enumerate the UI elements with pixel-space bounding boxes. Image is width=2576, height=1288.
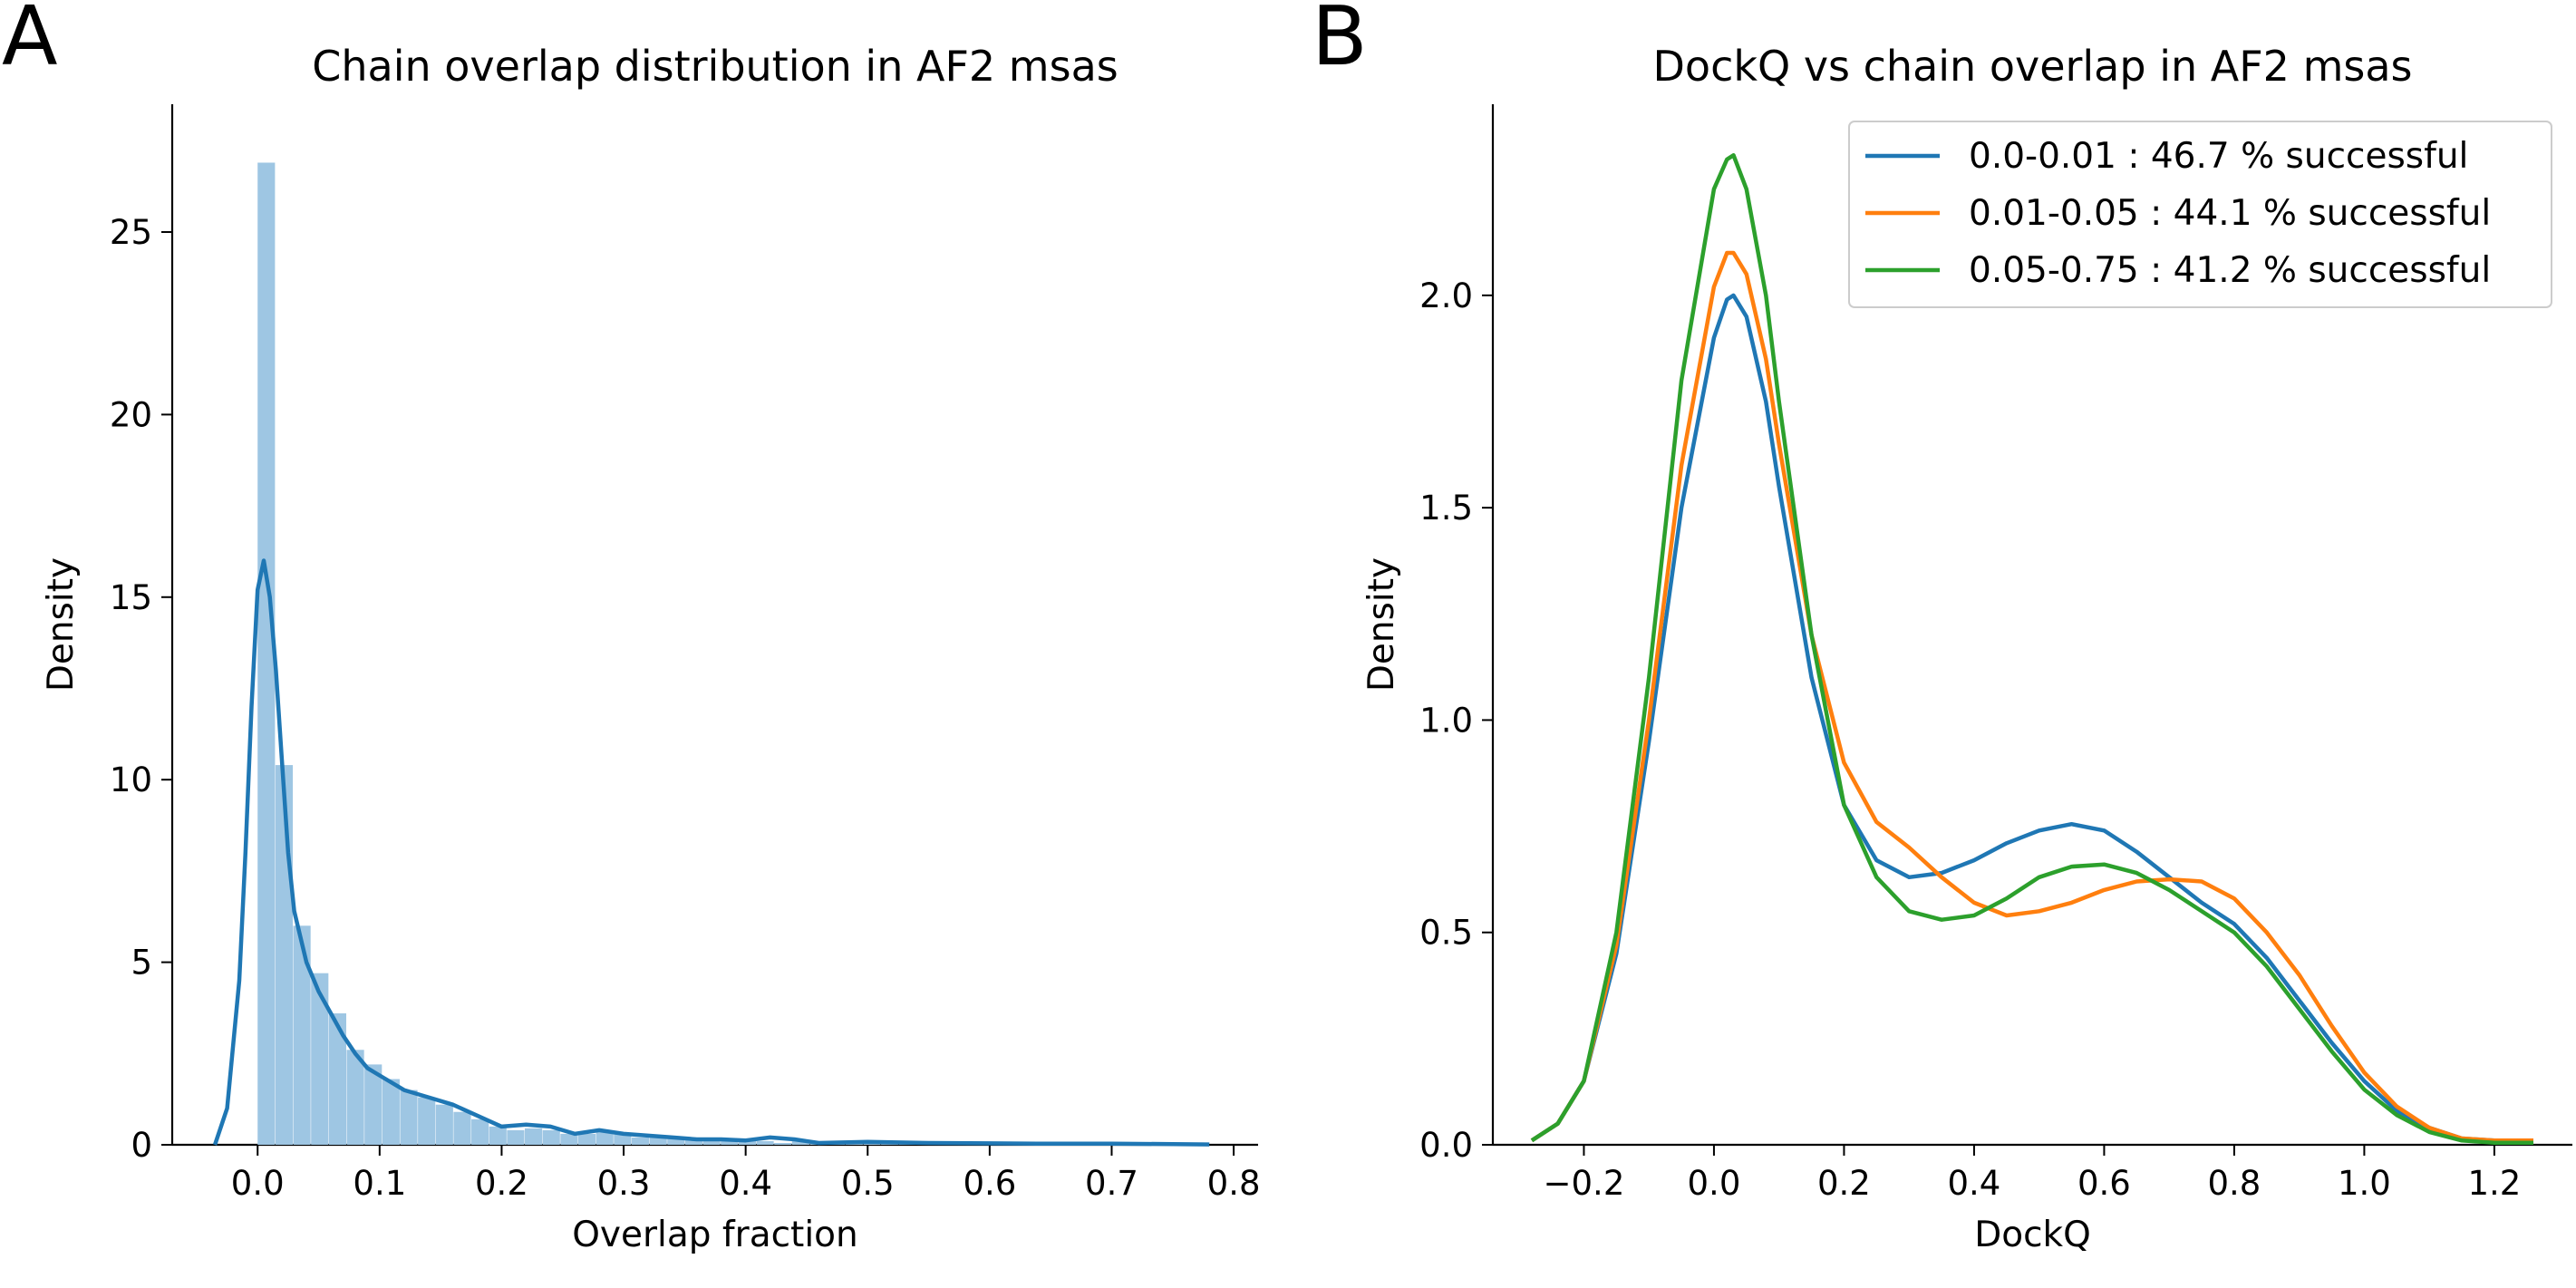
- x-tick-label: 0.1: [353, 1164, 406, 1203]
- y-tick-label: 0.5: [1419, 914, 1473, 953]
- histogram-bar: [667, 1137, 685, 1145]
- series-line-2: [1530, 250, 2533, 1143]
- panel-letter-a: A: [2, 0, 58, 84]
- histogram-bar: [489, 1126, 507, 1145]
- histogram-bar: [774, 1142, 792, 1145]
- histogram-bar: [649, 1135, 667, 1145]
- y-tick-label: 1.5: [1419, 489, 1473, 528]
- histogram-bar: [471, 1119, 489, 1145]
- legend-frame: [1848, 121, 2552, 308]
- histogram-bar: [791, 1140, 809, 1145]
- histogram-bar: [721, 1140, 739, 1145]
- x-axis-label: DockQ: [1974, 1215, 2091, 1255]
- histogram-bar: [560, 1133, 578, 1145]
- histogram-bar: [364, 1064, 383, 1145]
- legend-label-2: 0.01-0.05 : 44.1 % successful: [1969, 193, 2491, 234]
- x-tick-label: 0.7: [1085, 1164, 1138, 1203]
- histogram-bar: [614, 1133, 632, 1145]
- histogram-bar: [293, 925, 311, 1145]
- panel-letter-b: B: [1312, 0, 1368, 84]
- histogram-bar: [453, 1111, 471, 1145]
- x-tick-label: 1.0: [2338, 1164, 2391, 1203]
- histogram-bars: [257, 162, 1202, 1146]
- series-line-3: [1530, 152, 2533, 1145]
- histogram-bar: [756, 1140, 774, 1145]
- y-tick-label: 15: [110, 578, 152, 617]
- legend-label-1: 0.0-0.01 : 46.7 % successful: [1969, 136, 2468, 177]
- chart-title: Chain overlap distribution in AF2 msas: [312, 42, 1118, 91]
- histogram-bar: [346, 1050, 364, 1145]
- series-line-1: [1530, 293, 2533, 1143]
- x-tick-label: 0.2: [475, 1164, 528, 1203]
- histogram-bar: [702, 1138, 721, 1145]
- x-tick-label: 0.5: [841, 1164, 895, 1203]
- y-tick-label: 10: [110, 760, 152, 799]
- y-tick-label: 0: [131, 1126, 152, 1165]
- chart-dockq-vs-overlap: −0.2 0.0 0.2 0.4 0.6 0.8 1.0 1.2 0.0 0.5 1.0 1.5 2.0…: [1361, 42, 2572, 1255]
- histogram-bar: [382, 1079, 400, 1145]
- y-tick-label: 0.0: [1419, 1126, 1473, 1165]
- x-tick-label: 1.2: [2467, 1164, 2521, 1203]
- histogram-bar: [684, 1138, 703, 1145]
- x-tick-label: 0.6: [963, 1164, 1016, 1203]
- x-tick-label: 0.0: [231, 1164, 285, 1203]
- y-tick-label: 1.0: [1419, 701, 1473, 740]
- histogram-bar: [596, 1131, 614, 1145]
- chart-overlap-distribution: 0.0 0.1 0.2 0.3 0.4 0.5 0.6 0.7 0.8 0 5 10 15 20 25 Cha…: [41, 42, 1261, 1255]
- y-tick-label: 5: [131, 944, 152, 983]
- histogram-bar: [328, 1012, 346, 1145]
- x-tick-label: 0.4: [719, 1164, 772, 1203]
- y-tick-label: 20: [110, 395, 152, 434]
- chart-title: DockQ vs chain overlap in AF2 msas: [1653, 42, 2413, 91]
- histogram-bar: [257, 162, 276, 1146]
- histogram-bar: [631, 1137, 650, 1145]
- legend-label-3: 0.05-0.75 : 41.2 % successful: [1969, 250, 2491, 291]
- histogram-bar: [400, 1089, 418, 1145]
- y-axis-label: Density: [1361, 557, 1402, 692]
- histogram-bar: [507, 1129, 525, 1145]
- y-tick-label: 2.0: [1419, 276, 1473, 315]
- x-tick-label: −0.2: [1544, 1164, 1625, 1203]
- x-tick-label: 0.4: [1948, 1164, 2001, 1203]
- x-axis-label: Overlap fraction: [572, 1215, 858, 1255]
- x-tick-label: 0.8: [2207, 1164, 2261, 1203]
- x-tick-label: 0.2: [1817, 1164, 1871, 1203]
- legend: 0.0-0.01 : 46.7 % successful 0.01-0.05 : …: [1848, 121, 2552, 308]
- histogram-bar: [418, 1097, 436, 1145]
- histogram-bar: [542, 1129, 560, 1145]
- histogram-bar: [435, 1104, 453, 1145]
- x-tick-label: 0.0: [1688, 1164, 1741, 1203]
- kde-line: [212, 558, 1210, 1147]
- histogram-bar: [577, 1133, 596, 1145]
- x-tick-label: 0.6: [2077, 1164, 2131, 1203]
- y-tick-label: 25: [110, 213, 152, 252]
- histogram-bar: [311, 973, 329, 1145]
- x-tick-label: 0.8: [1207, 1164, 1261, 1203]
- y-axis-label: Density: [41, 557, 82, 692]
- x-tick-label: 0.3: [597, 1164, 651, 1203]
- histogram-bar: [525, 1128, 543, 1145]
